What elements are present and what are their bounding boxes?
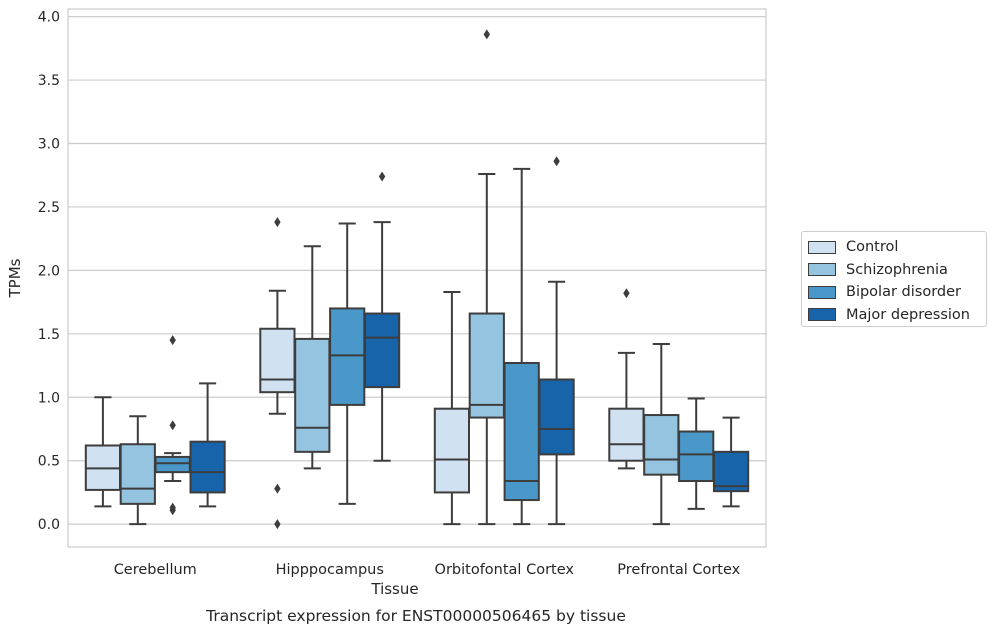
- y-axis-label: TPMs: [6, 258, 24, 298]
- y-tick-label-7: 3.5: [38, 73, 60, 89]
- box-orbitofontal-cortex-schizophrenia-iqr: [468, 312, 505, 419]
- x-axis-label: Tissue: [370, 580, 418, 598]
- x-tick-label-hipppocampus: Hipppocampus: [276, 562, 384, 578]
- box-hipppocampus-major-depression: [363, 171, 401, 462]
- legend-label-schizophrenia: Schizophrenia: [846, 261, 948, 278]
- legend: Control Schizophrenia Bipolar disorder M…: [801, 231, 987, 327]
- box-cerebellum-bipolar-disorder: [154, 335, 191, 516]
- box-hipppocampus-major-depression-iqr: [363, 312, 401, 389]
- box-orbitofontal-cortex-major-depression: [538, 156, 575, 526]
- legend-swatch-control: [808, 240, 836, 254]
- series-bipolar-disorder: [154, 167, 715, 526]
- y-tick-label-4: 2.0: [38, 263, 60, 279]
- box-prefrontal-cortex-major-depression-iqr: [712, 450, 750, 493]
- series-major-depression: [189, 156, 750, 526]
- box-cerebellum-major-depression-iqr: [189, 440, 226, 494]
- box-orbitofontal-cortex-control: [433, 290, 471, 526]
- box-orbitofontal-cortex-schizophrenia: [468, 29, 505, 526]
- y-tick-label-8: 4.0: [38, 10, 60, 26]
- y-axis-tick-labels: 0.0 0.5 1.0 1.5 2.0 2.5 3.0 3.5 4.0: [38, 10, 60, 534]
- legend-item-schizophrenia: Schizophrenia: [808, 259, 986, 282]
- box-hipppocampus-schizophrenia: [294, 245, 331, 470]
- series-schizophrenia: [119, 29, 680, 526]
- series-control: [84, 217, 645, 530]
- box-hipppocampus-schizophrenia-iqr: [294, 337, 331, 453]
- box-hipppocampus-bipolar-disorder-iqr: [329, 307, 366, 406]
- y-tick-label-2: 1.0: [38, 390, 60, 406]
- box-orbitofontal-cortex-control-iqr: [433, 407, 471, 494]
- box-prefrontal-cortex-schizophrenia-iqr: [643, 414, 680, 476]
- y-tick-label-0: 0.0: [38, 517, 60, 533]
- box-orbitofontal-cortex-major-depression-outlier-0: [553, 156, 560, 167]
- box-cerebellum-bipolar-disorder-outlier-0: [169, 335, 176, 346]
- x-tick-label-orbitofontal-cortex: Orbitofontal Cortex: [435, 562, 575, 578]
- box-prefrontal-cortex-control-iqr: [608, 407, 645, 462]
- y-tick-label-5: 2.5: [38, 200, 60, 216]
- x-tick-label-prefrontal-cortex: Prefrontal Cortex: [617, 562, 740, 578]
- box-hipppocampus-bipolar-disorder: [329, 222, 366, 505]
- box-orbitofontal-cortex-major-depression-iqr: [538, 378, 575, 456]
- box-orbitofontal-cortex-schizophrenia-outlier-0: [483, 29, 490, 40]
- chart-title: Transcript expression for ENST0000050646…: [205, 607, 626, 625]
- box-cerebellum-bipolar-disorder-iqr: [154, 455, 191, 474]
- box-hipppocampus-major-depression-outlier-0: [378, 171, 386, 182]
- box-cerebellum-bipolar-disorder-outlier-3: [169, 505, 176, 516]
- box-cerebellum-schizophrenia: [119, 415, 156, 526]
- box-hipppocampus-control: [259, 217, 296, 530]
- y-tick-label-1: 0.5: [38, 454, 60, 470]
- legend-swatch-major-depression: [808, 308, 836, 322]
- box-prefrontal-cortex-control-outlier-0: [623, 288, 630, 299]
- legend-label-control: Control: [846, 239, 899, 256]
- box-cerebellum-schizophrenia-iqr: [119, 443, 156, 505]
- legend-label-bipolar-disorder: Bipolar disorder: [846, 284, 961, 301]
- x-tick-label-cerebellum: Cerebellum: [114, 562, 197, 578]
- y-tick-label-6: 3.0: [38, 137, 60, 153]
- legend-item-control: Control: [808, 236, 986, 259]
- box-cerebellum-bipolar-disorder-outlier-1: [169, 420, 176, 431]
- box-prefrontal-cortex-major-depression: [712, 416, 750, 508]
- legend-swatch-schizophrenia: [808, 263, 836, 277]
- grid-lines: [68, 16, 766, 525]
- box-hipppocampus-control-iqr: [259, 327, 296, 394]
- box-cerebellum-major-depression: [189, 382, 226, 508]
- legend-item-bipolar-disorder: Bipolar disorder: [808, 281, 986, 304]
- legend-swatch-bipolar-disorder: [808, 285, 836, 299]
- box-hipppocampus-control-outlier-2: [274, 519, 281, 530]
- box-orbitofontal-cortex-bipolar-disorder-iqr: [503, 362, 540, 502]
- y-tick-label-3: 1.5: [38, 327, 60, 343]
- legend-item-major-depression: Major depression: [808, 304, 986, 327]
- box-hipppocampus-control-outlier-1: [274, 483, 281, 494]
- legend-label-major-depression: Major depression: [846, 306, 970, 323]
- box-orbitofontal-cortex-bipolar-disorder: [503, 167, 540, 526]
- plot-frame: [67, 8, 767, 548]
- box-cerebellum-control: [84, 396, 122, 508]
- box-series: [84, 29, 750, 530]
- box-prefrontal-cortex-bipolar-disorder-iqr: [678, 430, 715, 483]
- x-axis-tick-labels: Cerebellum Hipppocampus Orbitofontal Corte…: [114, 562, 741, 578]
- box-hipppocampus-control-outlier-0: [274, 217, 281, 228]
